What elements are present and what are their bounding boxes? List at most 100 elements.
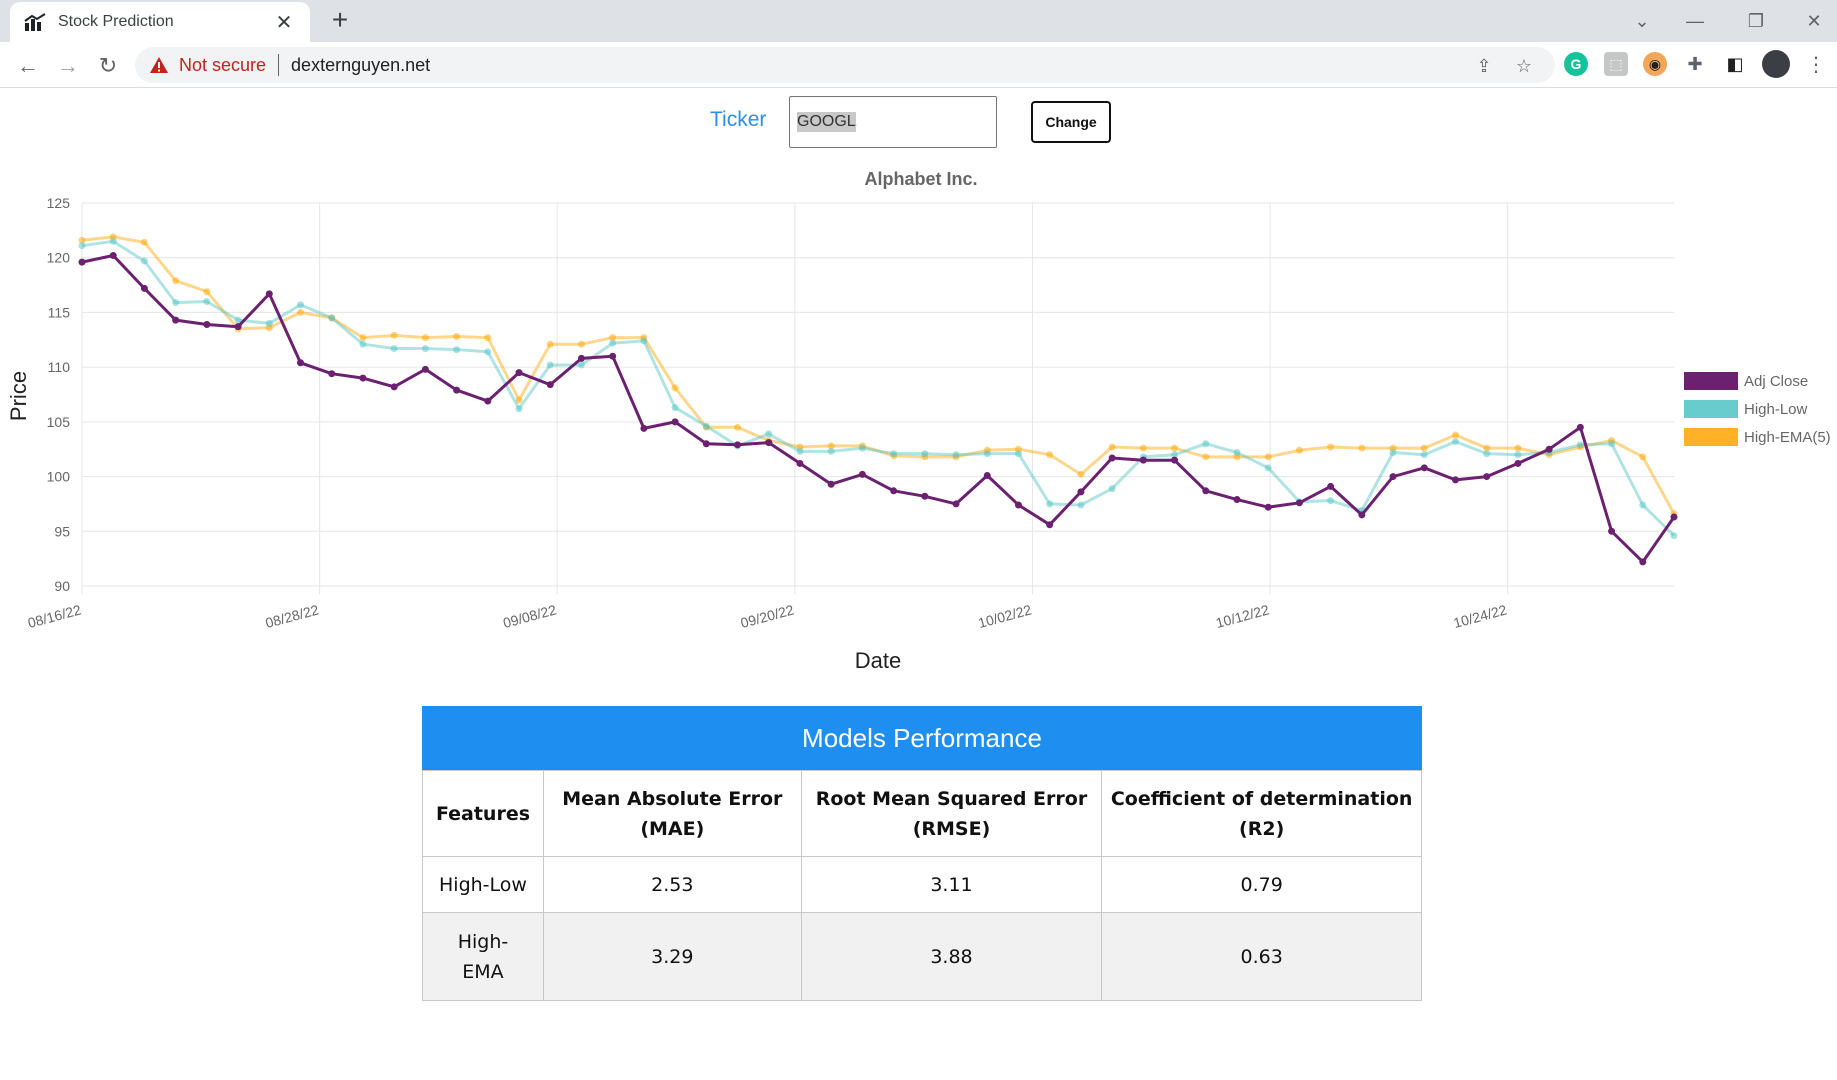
data-point: [1108, 454, 1116, 462]
minimize-window-button[interactable]: —: [1686, 10, 1704, 31]
data-point: [827, 442, 835, 450]
chart-title: Alphabet Inc.: [864, 169, 977, 189]
legend-label: High-Low: [1744, 401, 1808, 418]
profile-avatar[interactable]: [1762, 50, 1790, 78]
owl-extension-icon[interactable]: ◉: [1643, 52, 1667, 76]
x-tick-label: 09/08/22: [501, 601, 558, 631]
data-point: [1389, 448, 1397, 456]
header-features: Features: [422, 770, 544, 857]
data-point: [1171, 451, 1179, 459]
data-point: [109, 237, 117, 245]
data-point: [172, 277, 180, 285]
data-point: [1295, 446, 1303, 454]
ticker-label: Ticker: [710, 108, 767, 131]
row-feature-line1: High-: [457, 930, 509, 953]
row-feature: High-Low: [422, 856, 544, 913]
price-chart-svg: 90 95 100 105 110 115 120 125 08/16/22 08/28/22 09…: [6, 169, 1831, 673]
data-point: [265, 319, 273, 327]
warning-triangle-icon[interactable]: [149, 55, 169, 75]
series-line-high-low: [81, 239, 1676, 537]
change-button[interactable]: Change: [1031, 101, 1111, 143]
close-window-button[interactable]: ✕: [1806, 10, 1822, 31]
share-icon[interactable]: ⇪: [1476, 55, 1492, 76]
data-point: [1233, 496, 1241, 504]
data-point: [765, 430, 773, 438]
data-point: [827, 480, 835, 488]
url-text[interactable]: dexternguyen.net: [291, 54, 431, 75]
data-point: [1420, 444, 1428, 452]
browser-tab[interactable]: Stock Prediction ✕: [10, 2, 310, 42]
data-point: [359, 334, 367, 342]
data-point: [515, 396, 523, 404]
data-point: [359, 340, 367, 348]
ticker-input[interactable]: [789, 96, 997, 148]
data-point: [1202, 440, 1210, 448]
data-point: [234, 316, 242, 324]
header-rmse-line1: Root Mean Squared Error: [815, 787, 1088, 810]
table-row: High- EMA 3.29 3.88 0.63: [422, 912, 1422, 1001]
data-point: [1202, 453, 1210, 461]
data-point: [1514, 444, 1522, 452]
data-point: [140, 238, 148, 246]
data-point: [983, 450, 991, 458]
reload-icon[interactable]: ↻: [98, 53, 118, 78]
grammarly-extension-icon[interactable]: G: [1564, 52, 1588, 76]
data-point: [1327, 443, 1335, 451]
header-mae-line2: (MAE): [640, 817, 705, 840]
row-rmse: 3.11: [800, 856, 1103, 913]
data-point: [921, 450, 929, 458]
close-tab-icon[interactable]: ✕: [275, 11, 293, 34]
data-point: [734, 423, 742, 431]
series-line-adj-close: [81, 254, 1676, 564]
data-point: [78, 258, 86, 266]
data-point: [109, 252, 117, 260]
tab-search-icon[interactable]: ⌄: [1634, 10, 1650, 31]
bookmark-star-icon[interactable]: ☆: [1515, 55, 1533, 76]
data-point: [1139, 456, 1147, 464]
data-point: [1014, 501, 1022, 509]
data-point: [1077, 501, 1085, 509]
data-point: [671, 384, 679, 392]
table-header-row: Features Mean Absolute Error (MAE) Root M…: [422, 770, 1422, 857]
data-point: [265, 290, 273, 298]
back-arrow-icon[interactable]: ←: [17, 53, 39, 78]
not-secure-label[interactable]: Not secure: [179, 54, 267, 75]
data-point: [1608, 527, 1616, 535]
data-point: [1233, 448, 1241, 456]
row-rmse: 3.88: [800, 912, 1103, 1001]
extension-icon[interactable]: ⬚: [1604, 52, 1628, 76]
data-point: [577, 361, 585, 369]
legend-label: Adj Close: [1744, 373, 1808, 390]
data-point: [78, 242, 86, 250]
data-point: [1046, 500, 1054, 508]
browser-tab-strip: Stock Prediction ✕ + ⌄ — ❐ ✕: [0, 0, 1837, 42]
new-tab-button[interactable]: +: [331, 4, 349, 35]
more-menu-icon[interactable]: ⋮: [1806, 53, 1826, 76]
data-point: [921, 492, 929, 500]
row-feature-line2: EMA: [462, 960, 504, 983]
data-point: [1358, 511, 1366, 519]
data-point: [1139, 444, 1147, 452]
address-bar[interactable]: Not secure dexternguyen.net ⇪ ☆: [135, 47, 1555, 83]
x-tick-label: 10/24/22: [1452, 601, 1509, 631]
legend-label: High-EMA(5): [1744, 429, 1831, 446]
forward-arrow-icon[interactable]: →: [57, 53, 79, 78]
y-tick-label: 125: [47, 195, 71, 211]
header-mae: Mean Absolute Error (MAE): [542, 770, 802, 857]
restore-window-button[interactable]: ❐: [1747, 10, 1765, 31]
puzzle-extensions-icon[interactable]: ✚: [1687, 53, 1703, 74]
data-point: [1108, 443, 1116, 451]
data-point: [1639, 501, 1647, 509]
data-point: [1264, 503, 1272, 511]
data-point: [297, 359, 305, 367]
side-panel-icon[interactable]: ◧: [1726, 53, 1744, 74]
header-mae-line1: Mean Absolute Error: [562, 787, 783, 810]
y-tick-label: 120: [47, 250, 71, 266]
data-point: [297, 308, 305, 316]
data-point: [78, 236, 86, 244]
data-point: [297, 301, 305, 309]
data-point: [1264, 453, 1272, 461]
data-point: [1264, 464, 1272, 472]
legend-swatch: [1684, 400, 1738, 418]
y-tick-label: 90: [54, 578, 70, 594]
